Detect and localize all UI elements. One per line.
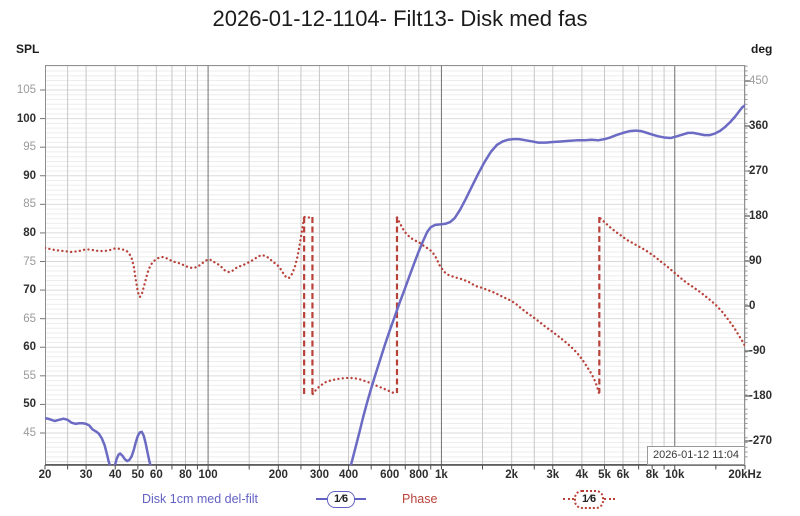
left-axis-tick-label: 50 bbox=[23, 398, 36, 411]
right-axis-tick-label: 180 bbox=[749, 210, 769, 222]
left-axis-tick-label: 90 bbox=[23, 169, 36, 182]
freq-axis-tick-label: 200 bbox=[268, 469, 288, 481]
right-axis-tick-label: -180 bbox=[749, 390, 773, 402]
freq-axis-tick-label: 6k bbox=[616, 469, 630, 481]
freq-axis-tick-label: 400 bbox=[338, 469, 359, 481]
freq-axis-tick-label: 10k bbox=[665, 469, 685, 481]
right-axis-tick-label: 90 bbox=[749, 255, 762, 267]
smoothing-badge: 1⁄6 bbox=[327, 490, 356, 508]
left-axis-tick-label: 60 bbox=[23, 341, 36, 354]
legend-spl-series-swatch[interactable]: 1⁄6 bbox=[316, 489, 367, 509]
page-title: 2026-01-12-1104- Filt13- Disk med fas bbox=[212, 6, 588, 31]
freq-axis-tick-label: 60 bbox=[149, 469, 163, 481]
right-axis-tick-label: 360 bbox=[749, 120, 769, 132]
legend-phase-series-swatch[interactable]: 1⁄6 bbox=[563, 489, 616, 509]
freq-axis-tick-label: 30 bbox=[79, 469, 93, 481]
legend-phase-series-label[interactable]: Phase bbox=[402, 492, 438, 506]
smoothing-badge: 1⁄6 bbox=[574, 489, 605, 509]
freq-axis-tick-label: 2k bbox=[505, 469, 519, 481]
freq-axis-tick-label: 3k bbox=[546, 469, 560, 481]
timestamp-badge: 2026-01-12 11:04 bbox=[646, 446, 745, 465]
freq-axis-tick-label: 300 bbox=[309, 469, 329, 481]
right-axis-tick-label: 270 bbox=[749, 165, 769, 177]
right-axis-tick-label: -270 bbox=[749, 435, 773, 447]
legend-spl-series-label[interactable]: Disk 1cm med del-filt bbox=[142, 492, 258, 506]
left-axis-tick-label: 105 bbox=[16, 84, 36, 96]
freq-axis-tick-label: 20 bbox=[38, 469, 52, 481]
right-axis-tick-label: 450 bbox=[749, 75, 769, 87]
freq-axis-tick-label: 100 bbox=[198, 469, 218, 481]
freq-axis-tick-label: 20kHz bbox=[728, 469, 762, 481]
freq-axis-tick-label: 1k bbox=[435, 469, 448, 481]
freq-axis-tick-label: 40 bbox=[108, 469, 122, 481]
left-axis-tick-label: 65 bbox=[23, 312, 36, 325]
freq-axis-tick-label: 4k bbox=[575, 469, 589, 481]
left-axis-unit-label: SPL bbox=[16, 42, 40, 56]
left-axis-tick-label: 45 bbox=[23, 427, 36, 439]
freq-axis-tick-label: 80 bbox=[179, 469, 192, 481]
left-axis-tick-label: 85 bbox=[23, 198, 36, 211]
dotted-line-icon bbox=[604, 498, 616, 500]
right-axis-unit-label: deg bbox=[751, 42, 773, 56]
left-axis-tick-label: 80 bbox=[23, 226, 36, 239]
right-axis-tick-label: -90 bbox=[749, 345, 766, 357]
solid-line-icon bbox=[316, 498, 327, 500]
left-axis-tick-label: 100 bbox=[16, 112, 36, 125]
freq-axis-tick-label: 5k bbox=[598, 469, 611, 481]
freq-axis-tick-label: 50 bbox=[131, 469, 145, 481]
left-axis-tick-label: 55 bbox=[23, 369, 36, 382]
freq-axis-tick-label: 8k bbox=[645, 469, 659, 481]
right-axis-tick-label: 0 bbox=[749, 300, 756, 312]
freq-axis-tick-label: 800 bbox=[409, 469, 429, 481]
solid-line-icon bbox=[355, 498, 367, 500]
left-axis-tick-label: 75 bbox=[23, 255, 36, 268]
left-axis-tick-label: 70 bbox=[23, 284, 36, 297]
left-axis-tick-label: 95 bbox=[23, 141, 36, 154]
freq-axis-tick-label: 600 bbox=[380, 469, 400, 481]
dotted-line-icon bbox=[563, 498, 574, 500]
chart-canvas[interactable] bbox=[40, 65, 750, 470]
